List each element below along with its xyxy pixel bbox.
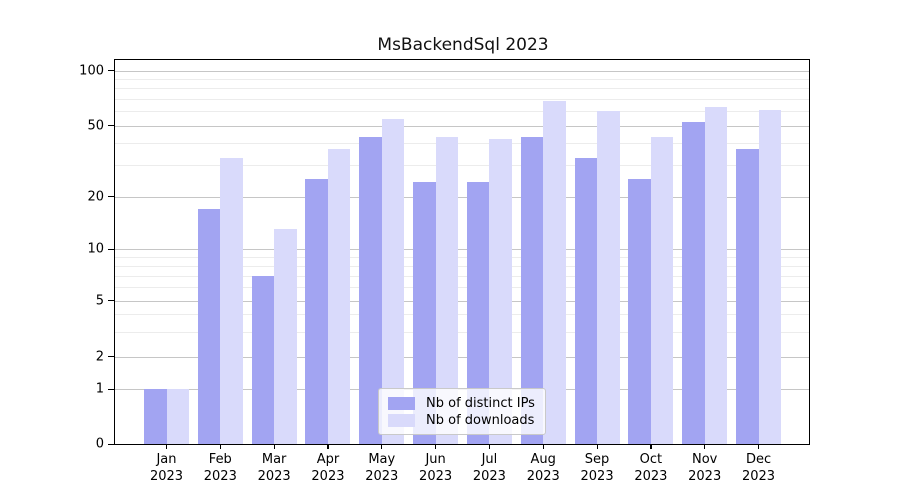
y-gridline-major [115,70,809,72]
x-tick-label: Oct 2023 [634,452,668,484]
chart-title: MsBackendSql 2023 [377,35,549,55]
y-tick-label: 1 [95,381,104,397]
x-tick-label: Dec 2023 [741,452,776,484]
y-tick-mark [108,300,114,302]
legend-row-downloads: Nb of downloads [388,412,536,429]
y-tick-label: 5 [95,293,104,308]
x-tick-label: May 2023 [365,452,399,484]
y-tick-label: 50 [87,118,104,133]
y-tick-label: 0 [95,436,104,452]
bar-nb-of-distinct-ips-apr [305,179,328,445]
y-gridline-minor [115,256,809,258]
x-tick-mark [381,445,383,449]
x-tick-mark [488,445,491,449]
legend-label-downloads: Nb of downloads [426,413,535,428]
bar-nb-of-distinct-ips-nov [682,122,705,445]
y-tick-mark [108,443,114,446]
y-tick-mark [108,196,114,198]
y-gridline-minor [115,88,809,90]
x-tick-mark [596,445,598,449]
x-tick-mark [650,445,652,449]
bar-nb-of-downloads-dec [758,109,782,445]
y-tick-label: 2 [95,349,104,364]
x-tick-mark [758,445,760,449]
bar-nb-of-distinct-ips-sep [574,157,598,445]
x-tick-mark [219,445,221,449]
bar-nb-of-downloads-apr [327,148,351,445]
y-gridline-minor [115,265,809,267]
bar-nb-of-downloads-oct [650,137,674,445]
y-gridline-major [115,125,809,127]
bar-nb-of-distinct-ips-oct [628,179,651,445]
legend-label-distinct-ips: Nb of distinct IPs [426,396,535,411]
bar-nb-of-downloads-mar [274,229,297,445]
y-gridline-minor [115,314,809,316]
y-gridline-minor [115,331,809,333]
x-tick-label: Feb 2023 [203,452,237,484]
x-tick-mark [327,445,329,449]
y-gridline-major [115,356,809,358]
bar-nb-of-distinct-ips-dec [736,148,759,445]
x-tick-label: Nov 2023 [688,452,722,484]
y-gridline-major [115,196,809,198]
bar-nb-of-distinct-ips-mar [251,275,275,445]
bar-nb-of-distinct-ips-jan [144,389,167,445]
x-tick-label: Sep 2023 [580,452,614,484]
y-tick-mark [108,125,114,127]
bar-nb-of-distinct-ips-may [359,137,382,445]
y-gridline-minor [115,78,809,80]
legend-swatch-distinct-ips [388,397,415,410]
x-tick-mark [273,445,275,449]
y-tick-label: 100 [79,63,104,78]
x-tick-label: Jan 2023 [149,452,184,484]
legend: Nb of distinct IPs Nb of downloads [378,388,546,435]
bar-nb-of-distinct-ips-aug [520,137,544,445]
x-tick-mark [166,445,168,449]
bar-nb-of-distinct-ips-jul [466,182,490,445]
y-gridline-minor [115,286,809,288]
x-tick-label: Jun 2023 [419,452,453,484]
legend-swatch-downloads [388,414,415,427]
x-tick-label: Mar 2023 [257,452,291,484]
y-tick-label: 10 [87,241,104,257]
y-gridline-minor [115,165,809,167]
y-gridline-major [115,300,809,302]
bar-nb-of-downloads-jun [435,137,459,445]
y-tick-mark [108,248,114,250]
bar-nb-of-downloads-feb [220,157,243,445]
x-tick-mark [704,445,706,449]
y-gridline-minor [115,142,809,144]
bar-nb-of-distinct-ips-feb [197,208,221,445]
y-tick-mark [108,388,114,390]
x-tick-label: Aug 2023 [526,452,560,484]
bar-nb-of-downloads-may [381,119,405,445]
bar-nb-of-downloads-nov [704,107,728,445]
y-gridline-minor [115,98,809,100]
y-tick-mark [108,356,114,358]
y-gridline-major [115,249,809,250]
bar-nb-of-downloads-jul [489,139,512,445]
x-tick-mark [542,445,544,449]
legend-row-distinct-ips: Nb of distinct IPs [388,395,536,412]
y-gridline-minor [115,111,809,113]
bar-nb-of-distinct-ips-jun [413,182,436,445]
bar-nb-of-downloads-sep [597,111,620,445]
y-tick-label: 20 [87,189,104,204]
x-tick-mark [435,445,437,449]
bar-nb-of-downloads-aug [543,101,566,445]
x-tick-label: Apr 2023 [311,452,345,484]
x-tick-label: Jul 2023 [472,452,506,484]
y-gridline-minor [115,275,809,277]
y-tick-mark [108,70,114,72]
bar-nb-of-downloads-jan [166,389,189,445]
